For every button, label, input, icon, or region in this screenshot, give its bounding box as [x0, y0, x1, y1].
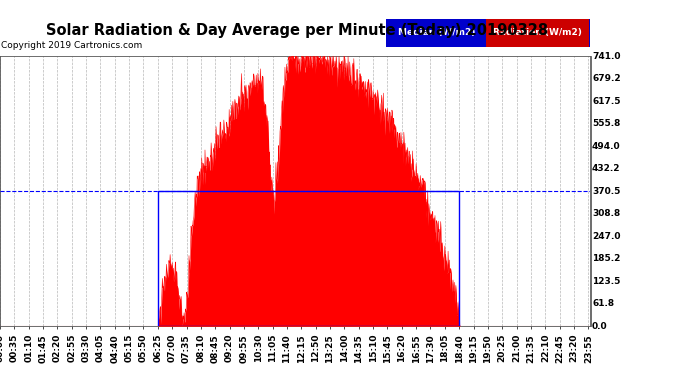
Text: 123.5: 123.5 — [592, 277, 620, 286]
Text: 185.2: 185.2 — [592, 254, 620, 263]
Text: 432.2: 432.2 — [592, 164, 620, 173]
Text: 741.0: 741.0 — [592, 52, 620, 61]
Text: Solar Radiation & Day Average per Minute (Today) 20190328: Solar Radiation & Day Average per Minute… — [46, 22, 548, 38]
Bar — [158, 191, 459, 326]
Text: 555.8: 555.8 — [592, 119, 620, 128]
Text: 494.0: 494.0 — [592, 142, 620, 151]
Text: 370.5: 370.5 — [592, 187, 620, 196]
Text: 247.0: 247.0 — [592, 232, 620, 241]
Text: 617.5: 617.5 — [592, 97, 620, 106]
Text: 679.2: 679.2 — [592, 74, 620, 83]
Text: 61.8: 61.8 — [592, 299, 614, 308]
Text: Median (W/m2): Median (W/m2) — [397, 28, 475, 38]
Text: 0.0: 0.0 — [592, 322, 608, 331]
Text: Copyright 2019 Cartronics.com: Copyright 2019 Cartronics.com — [1, 41, 143, 50]
Text: Radiation (W/m2): Radiation (W/m2) — [493, 28, 582, 38]
Text: 308.8: 308.8 — [592, 209, 620, 218]
